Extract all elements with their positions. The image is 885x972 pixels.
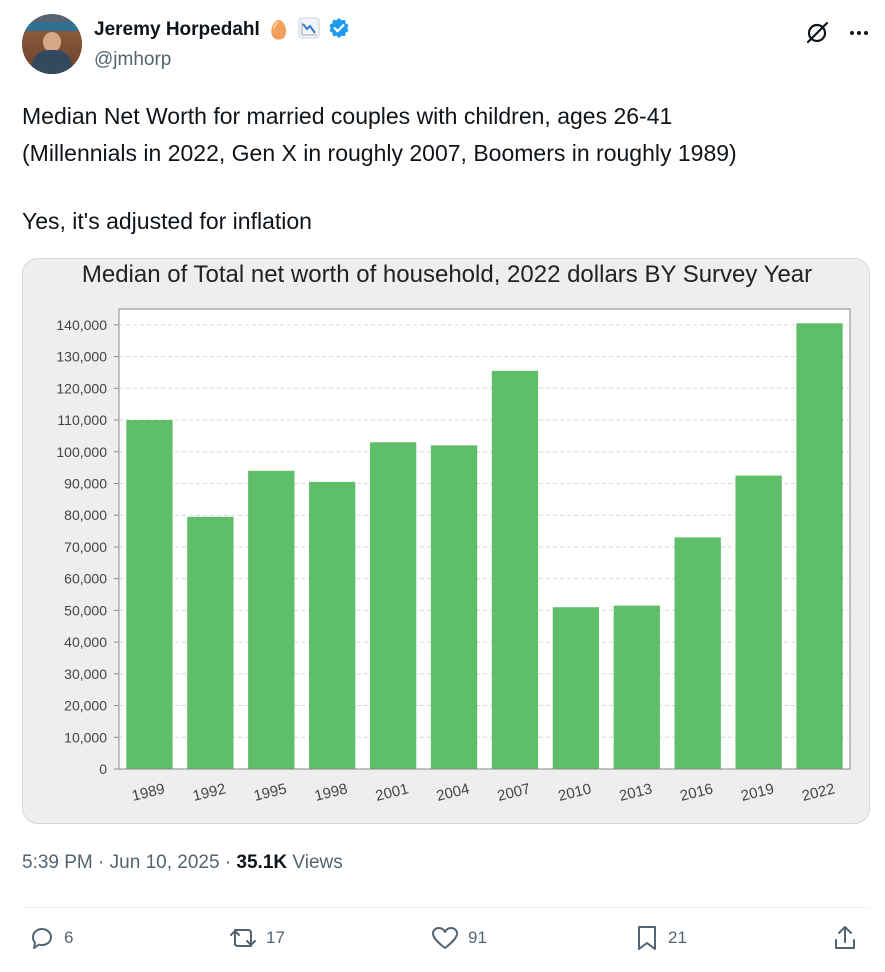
- y-tick-label: 50,000: [64, 602, 107, 618]
- x-tick-label: 2004: [435, 780, 471, 805]
- tweet-media-chart[interactable]: Median of Total net worth of household, …: [22, 258, 870, 824]
- bar-1992: [187, 516, 234, 769]
- more-options-icon[interactable]: [848, 22, 870, 49]
- x-tick-label: 2022: [800, 780, 836, 805]
- x-tick-label: 2019: [739, 780, 775, 805]
- meta-separator: ·: [224, 852, 232, 873]
- x-tick-label: 2013: [617, 780, 653, 805]
- avatar-head: [43, 32, 61, 52]
- egg-emoji: 🥚: [267, 19, 291, 40]
- heart-icon: [432, 927, 458, 949]
- y-tick-label: 70,000: [64, 539, 107, 555]
- handle[interactable]: @jmhorp: [94, 49, 172, 70]
- x-tick-label: 1992: [191, 780, 227, 805]
- bar-2016: [674, 537, 721, 769]
- y-tick-label: 30,000: [64, 666, 107, 682]
- tweet-text-line: Yes, it's adjusted for inflation: [22, 208, 312, 234]
- bookmark-count: 21: [668, 928, 687, 947]
- avatar-body: [32, 50, 72, 74]
- y-tick-label: 60,000: [64, 571, 107, 587]
- bar-1995: [248, 470, 295, 769]
- y-tick-label: 20,000: [64, 698, 107, 714]
- repost-count: 17: [266, 928, 285, 947]
- tweet-text-line: (Millennials in 2022, Gen X in roughly 2…: [22, 140, 737, 166]
- tweet-text-line: Median Net Worth for married couples wit…: [22, 103, 673, 129]
- chart-decreasing-emoji-icon: [298, 17, 320, 44]
- y-tick-label: 90,000: [64, 475, 107, 491]
- bar-chart: 0 10,000 20,000 30,000 40,000 50,000 60,000 70,…: [56, 308, 851, 805]
- bar-2007: [491, 370, 539, 769]
- bar-2019: [735, 475, 782, 769]
- like-count: 91: [468, 928, 487, 947]
- y-tick-label: 110,000: [57, 412, 107, 428]
- x-tick-label: 2010: [557, 780, 593, 805]
- name-row: Jeremy Horpedahl 🥚: [94, 16, 350, 44]
- share-icon: [835, 926, 855, 949]
- bar-2001: [369, 442, 417, 769]
- reply-icon: [32, 928, 52, 949]
- y-tick-label: 120,000: [56, 380, 107, 396]
- tweet-time[interactable]: 5:39 PM: [22, 852, 93, 873]
- y-tick-label: 140,000: [56, 317, 107, 333]
- y-tick-label: 80,000: [64, 507, 107, 523]
- bookmark-icon: [638, 926, 656, 950]
- bar-2004: [430, 445, 478, 769]
- reply-button[interactable]: 6: [28, 924, 73, 952]
- views-count[interactable]: 35.1K: [236, 852, 288, 873]
- bar-1998: [309, 481, 356, 769]
- views-label: Views: [292, 852, 343, 873]
- y-tick-label: 100,000: [56, 444, 107, 460]
- plot-area: [118, 308, 851, 770]
- repost-button[interactable]: 17: [228, 924, 285, 952]
- share-button[interactable]: [832, 924, 858, 952]
- y-tick-label: 10,000: [64, 729, 107, 745]
- display-name[interactable]: Jeremy Horpedahl: [94, 19, 260, 40]
- chart-title: Median of Total net worth of household, …: [81, 261, 813, 288]
- tweet-actions: 6 17 91 21: [22, 924, 870, 964]
- grok-icon[interactable]: [804, 20, 830, 51]
- reply-count: 6: [64, 928, 74, 947]
- x-tick-label: 1995: [252, 780, 288, 805]
- avatar-sign: [22, 22, 82, 31]
- verified-badge-icon[interactable]: [328, 17, 350, 44]
- repost-icon: [230, 929, 256, 947]
- bar-1989: [126, 420, 173, 769]
- x-tick-label: 2016: [678, 780, 714, 805]
- y-tick-label: 130,000: [56, 349, 107, 365]
- tweet-text: Median Net Worth for married couples wit…: [22, 98, 862, 240]
- tweet-header: Jeremy Horpedahl 🥚 @jmhorp: [22, 14, 870, 76]
- header-actions: [804, 20, 870, 51]
- x-tick-label: 1989: [130, 780, 166, 805]
- tweet-meta: 5:39 PM · Jun 10, 2025 · 35.1K Views: [22, 852, 343, 874]
- x-tick-label: 2007: [496, 780, 532, 805]
- x-tick-label: 2001: [374, 780, 410, 805]
- bar-2022: [796, 323, 843, 769]
- avatar[interactable]: [22, 14, 82, 74]
- tweet-date[interactable]: Jun 10, 2025: [109, 852, 220, 873]
- bookmark-button[interactable]: 21: [634, 924, 687, 952]
- y-tick-label: 0: [99, 761, 107, 777]
- divider: [22, 907, 870, 908]
- y-tick-label: 40,000: [64, 634, 107, 650]
- x-tick-label: 1998: [313, 780, 349, 805]
- like-button[interactable]: 91: [430, 924, 487, 952]
- bar-2013: [613, 605, 660, 769]
- meta-separator: ·: [98, 852, 105, 873]
- bar-2010: [552, 607, 600, 769]
